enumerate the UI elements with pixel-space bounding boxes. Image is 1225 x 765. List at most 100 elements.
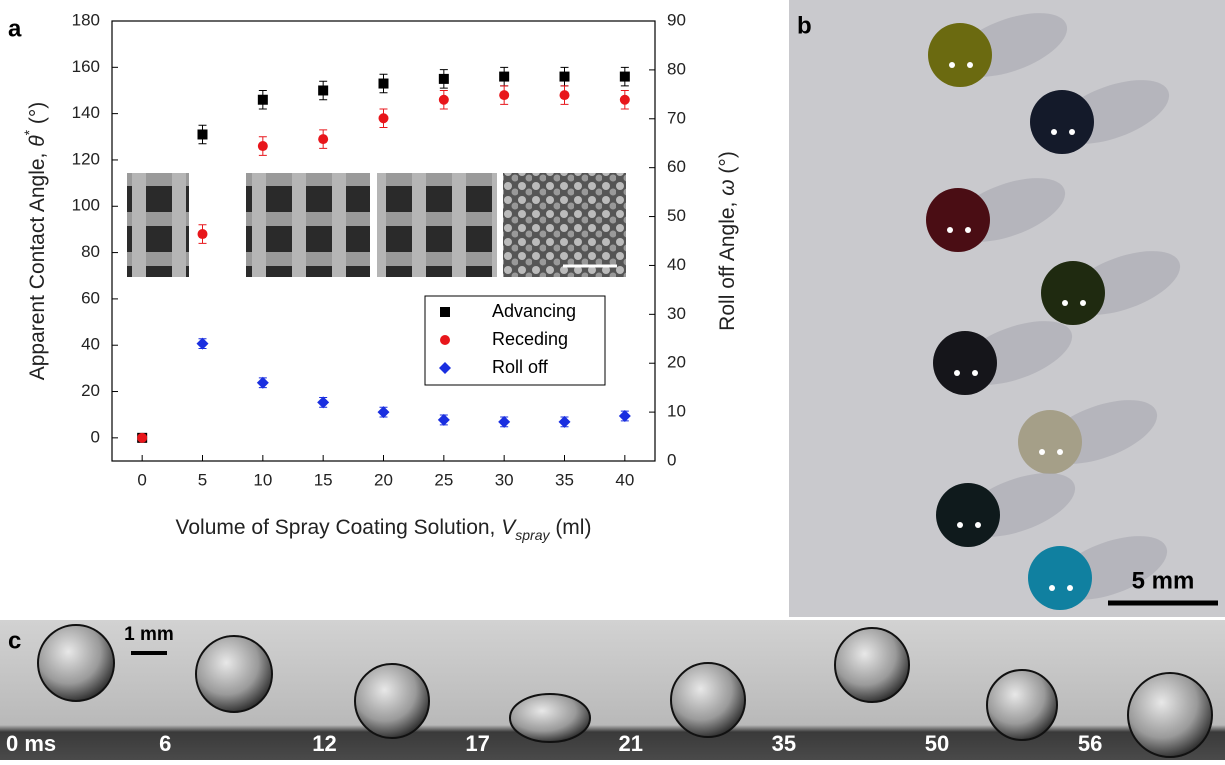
y-tick-label: 0	[91, 427, 100, 446]
time-label: 35	[772, 731, 796, 756]
droplet	[1030, 90, 1094, 154]
legend-marker	[439, 362, 451, 374]
x-tick-label: 0	[137, 470, 146, 489]
y2-tick-label: 40	[667, 255, 686, 274]
axis-label-part: (°)	[26, 102, 49, 130]
x-tick-label: 35	[555, 470, 574, 489]
y-tick-label: 160	[72, 57, 100, 76]
marker	[438, 94, 449, 105]
axis-label: Apparent Contact Angle, θ* (°)	[21, 102, 49, 381]
y2-tick-label: 50	[667, 206, 686, 225]
marker	[618, 410, 631, 423]
marker	[197, 129, 208, 140]
time-label: 50	[925, 731, 949, 756]
marker	[559, 71, 570, 82]
axis-label-part: V	[501, 516, 517, 539]
droplet	[986, 669, 1058, 741]
droplets	[926, 13, 1181, 610]
axis-label: Volume of Spray Coating Solution, Vspray…	[176, 516, 592, 543]
droplet	[928, 23, 992, 87]
droplet	[1041, 261, 1105, 325]
axis-label-part: (°)	[716, 151, 739, 179]
marker	[318, 85, 329, 96]
highlight	[967, 62, 973, 68]
x-tick-label: 5	[198, 470, 207, 489]
highlight	[975, 522, 981, 528]
photo-c: 0 ms 6 12 17 21 35 50 56	[0, 620, 1225, 760]
time-label: 6	[159, 731, 171, 756]
highlight	[949, 62, 955, 68]
y-tick-label: 80	[81, 242, 100, 261]
y-tick-label: 180	[72, 10, 100, 29]
y-tick-label: 40	[81, 335, 100, 354]
y-tick-label: 120	[72, 149, 100, 168]
y2-tick-label: 20	[667, 353, 686, 372]
highlight	[954, 370, 960, 376]
highlight	[1057, 449, 1063, 455]
y2-tick-label: 60	[667, 157, 686, 176]
axis-label-part: (ml)	[549, 516, 591, 539]
inset	[503, 173, 626, 277]
x-tick-label: 20	[374, 470, 393, 489]
x-tick-label: 15	[314, 470, 333, 489]
marker	[438, 73, 449, 84]
legend-label: Roll off	[492, 357, 549, 377]
droplet	[926, 188, 990, 252]
y2-tick-label: 10	[667, 402, 686, 421]
droplet	[509, 693, 591, 743]
marker	[619, 71, 630, 82]
marker	[559, 90, 570, 101]
panel-label: a	[8, 15, 22, 42]
highlight	[1062, 300, 1068, 306]
marker	[257, 94, 268, 105]
highlight	[957, 522, 963, 528]
time-label: 17	[465, 731, 489, 756]
y2-tick-label: 90	[667, 10, 686, 29]
time-label: 12	[312, 731, 336, 756]
marker	[197, 229, 208, 240]
scale-label: 1 mm	[124, 624, 174, 645]
droplet	[933, 331, 997, 395]
panel-label: c	[8, 627, 21, 654]
x-tick-label: 25	[434, 470, 453, 489]
legend-marker	[440, 307, 450, 317]
highlight	[1049, 585, 1055, 591]
marker	[317, 396, 330, 409]
inset	[127, 173, 189, 277]
y-tick-label: 100	[72, 196, 100, 215]
y2-tick-label: 0	[667, 450, 676, 469]
axis-label-part: Apparent Contact Angle,	[26, 147, 49, 381]
droplet	[354, 663, 430, 739]
y-tick-label: 140	[72, 103, 100, 122]
highlight	[1039, 449, 1045, 455]
highlight	[1051, 129, 1057, 135]
legend-marker	[440, 335, 450, 345]
panel-label: b	[797, 12, 812, 39]
marker	[318, 134, 329, 145]
legend-box	[424, 295, 606, 386]
time-label: 21	[619, 731, 643, 756]
droplet	[195, 635, 273, 713]
droplet	[1028, 546, 1092, 610]
highlight	[1067, 585, 1073, 591]
legend-label: Advancing	[492, 301, 576, 321]
droplet	[1127, 672, 1213, 758]
axis-label-part: ω	[716, 179, 739, 195]
legend-label: Receding	[492, 329, 568, 349]
highlight	[965, 227, 971, 233]
y2-tick-label: 70	[667, 108, 686, 127]
y2-tick-label: 80	[667, 59, 686, 78]
marker	[499, 90, 510, 101]
droplet	[670, 662, 746, 738]
axis-label-part: Volume of Spray Coating Solution,	[176, 516, 502, 539]
marker	[137, 432, 148, 443]
marker	[499, 71, 510, 82]
droplet	[936, 483, 1000, 547]
axis-label-part: *	[21, 129, 37, 135]
highlight	[947, 227, 953, 233]
marker	[619, 94, 630, 105]
marker	[196, 337, 209, 350]
marker	[498, 415, 511, 428]
droplet	[1018, 410, 1082, 474]
